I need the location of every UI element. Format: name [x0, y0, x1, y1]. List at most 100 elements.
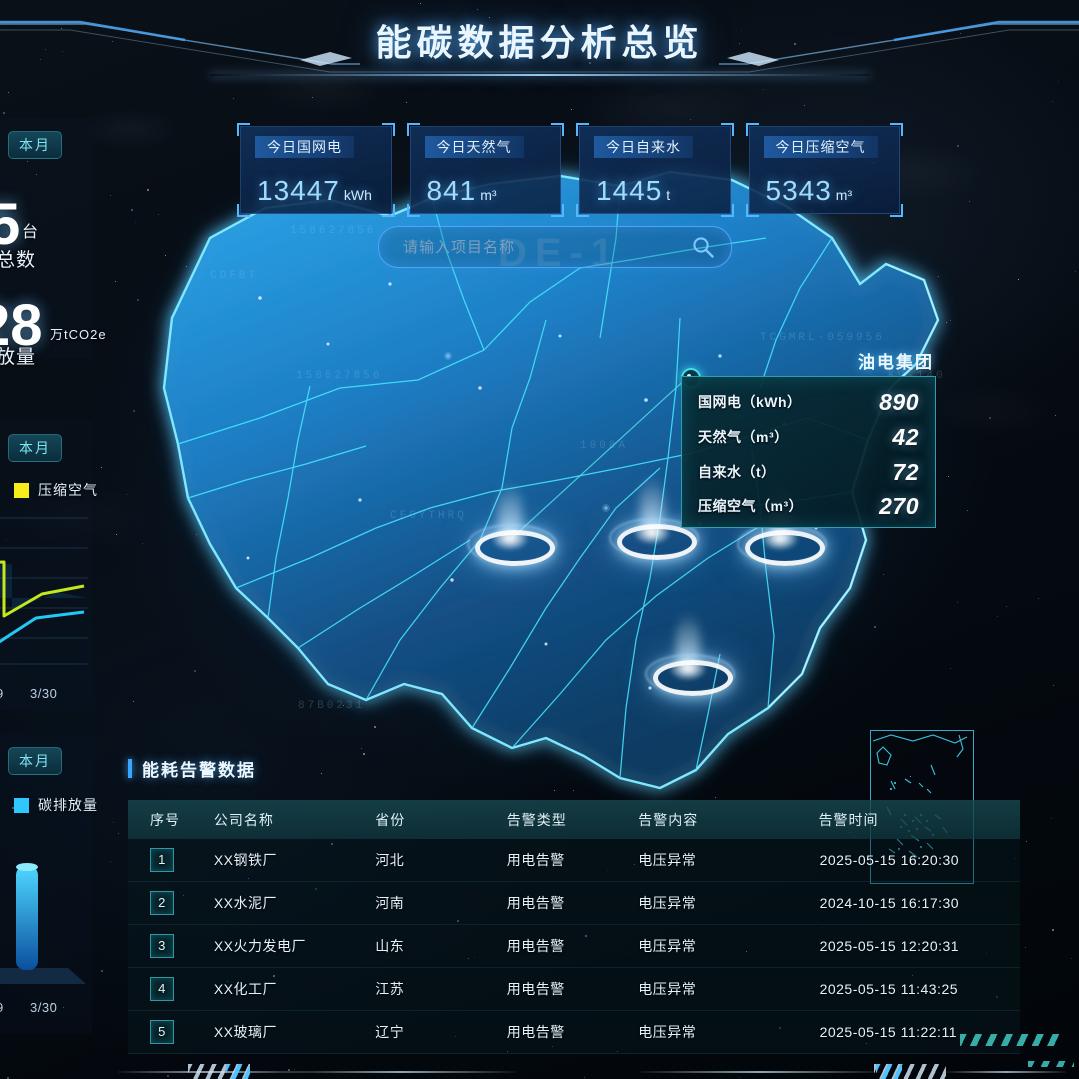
- search-input[interactable]: [401, 227, 683, 267]
- svg-text:158627856: 158627856: [290, 225, 376, 237]
- tooltip-value: 42: [892, 424, 919, 451]
- cell-content: 电压异常: [637, 839, 818, 882]
- row-index-badge: 1: [150, 848, 174, 872]
- cell-company: XX玻璃厂: [213, 1011, 374, 1054]
- kpi-label: 今日天然气: [425, 136, 524, 158]
- tooltip-value: 890: [879, 389, 919, 416]
- cell-type: 用电告警: [506, 839, 638, 882]
- tooltip-row: 天然气（m³） 42: [698, 422, 919, 452]
- site-detail-tooltip: 国网电（kWh） 890 天然气（m³） 42 自来水（t） 72 压缩空气（m…: [681, 376, 936, 528]
- svg-text:158627856: 158627856: [296, 370, 382, 382]
- kpi-card-natural-gas[interactable]: 今日天然气 841 m³: [410, 126, 562, 214]
- period-chip-bar-chart[interactable]: 本月: [8, 747, 62, 775]
- col-header-type[interactable]: 告警类型: [506, 800, 638, 839]
- tooltip-key: 国网电（kWh）: [698, 392, 802, 412]
- svg-text:TCGMRL-059956: TCGMRL-059956: [760, 332, 885, 344]
- kpi-number: 5343: [766, 175, 832, 206]
- col-header-time[interactable]: 告警时间: [819, 800, 1020, 839]
- alarm-table[interactable]: 序号 公司名称 省份 告警类型 告警内容 告警时间 1 XX钢铁厂 河北 用电告…: [128, 800, 1020, 1054]
- dashboard-root: 158627856 158627856 CDFBT CFGYTHRQ TCGMR…: [0, 0, 1079, 1079]
- bar-axis-tick-1: 3/30: [30, 1000, 57, 1015]
- kpi-value: 5343 m³: [766, 175, 853, 207]
- cell-province: 河北: [374, 839, 506, 882]
- cell-content: 电压异常: [637, 1011, 818, 1054]
- legend-swatch-compressed-air: [14, 483, 29, 498]
- marker-core: [492, 528, 528, 550]
- stat-unit-devices: 台: [22, 218, 39, 242]
- title-accent-bar: [128, 759, 132, 778]
- table-row[interactable]: 2 XX水泥厂 河南 用电告警 电压异常 2024-10-15 16:17:30: [128, 882, 1020, 925]
- svg-text:CDFBT: CDFBT: [210, 270, 258, 282]
- kpi-number: 1445: [596, 175, 662, 206]
- cell-company: XX化工厂: [213, 968, 374, 1011]
- tooltip-key: 天然气（m³）: [698, 427, 789, 447]
- line-chart-legend[interactable]: 压缩空气: [14, 480, 98, 500]
- stat-unit-carbon: 万tCO2e: [50, 324, 107, 343]
- kpi-number: 13447: [257, 175, 340, 206]
- cell-content: 电压异常: [637, 968, 818, 1011]
- table-row[interactable]: 5 XX玻璃厂 辽宁 用电告警 电压异常 2025-05-15 11:22:11: [128, 1011, 1020, 1054]
- legend-label-compressed-air: 压缩空气: [38, 480, 98, 500]
- cell-time: 2025-05-15 16:20:30: [819, 839, 1020, 882]
- cell-company: XX火力发电厂: [213, 925, 374, 968]
- cell-type: 用电告警: [506, 925, 638, 968]
- line-axis-tick-0: 9: [0, 686, 4, 701]
- tooltip-title: 油电集团: [681, 348, 934, 373]
- alarm-table-section: 能耗告警数据 序号 公司名称 省份 告警类型 告警内容 告警时间 1 XX钢铁厂…: [128, 756, 1020, 1046]
- row-index-badge: 4: [150, 977, 174, 1001]
- kpi-value: 1445 t: [596, 175, 670, 207]
- tooltip-value: 72: [892, 459, 919, 486]
- stat-caption-devices: 总数: [0, 245, 36, 272]
- kpi-unit: m³: [480, 187, 496, 203]
- alarm-table-title: 能耗告警数据: [128, 756, 256, 780]
- cell-index: 4: [128, 968, 213, 1011]
- kpi-value: 13447 kWh: [257, 175, 372, 207]
- line-axis-tick-1: 3/30: [30, 686, 57, 701]
- period-chip-devices[interactable]: 本月: [8, 131, 62, 159]
- alarm-table-body: 1 XX钢铁厂 河北 用电告警 电压异常 2025-05-15 16:20:30…: [128, 839, 1020, 1054]
- col-header-index[interactable]: 序号: [128, 800, 213, 839]
- search-icon[interactable]: [691, 235, 715, 259]
- page-title: 能碳数据分析总览: [0, 14, 1079, 66]
- kpi-label: 今日自来水: [594, 136, 693, 158]
- cell-time: 2025-05-15 11:22:11: [819, 1011, 1020, 1054]
- table-row[interactable]: 3 XX火力发电厂 山东 用电告警 电压异常 2025-05-15 12:20:…: [128, 925, 1020, 968]
- marker-south[interactable]: [645, 636, 731, 700]
- cell-province: 江苏: [374, 968, 506, 1011]
- kpi-card-tap-water[interactable]: 今日自来水 1445 t: [579, 126, 731, 214]
- svg-text:1008A: 1008A: [580, 440, 628, 452]
- alarm-table-head: 序号 公司名称 省份 告警类型 告警内容 告警时间: [128, 800, 1020, 839]
- col-header-company[interactable]: 公司名称: [213, 800, 374, 839]
- bar-chart[interactable]: [0, 820, 88, 1002]
- bar-axis-tick-0: 9: [0, 1000, 4, 1015]
- kpi-card-grid-power[interactable]: 今日国网电 13447 kWh: [240, 126, 392, 214]
- marker-core: [634, 522, 670, 544]
- period-chip-line-chart[interactable]: 本月: [8, 434, 62, 462]
- legend-swatch-carbon: [14, 798, 29, 813]
- cell-province: 河南: [374, 882, 506, 925]
- marker-core: [762, 528, 798, 550]
- kpi-card-compressed-air[interactable]: 今日压缩空气 5343 m³: [749, 126, 901, 214]
- tooltip-key: 自来水（t）: [698, 462, 776, 482]
- project-search-bar[interactable]: [378, 226, 732, 268]
- cell-type: 用电告警: [506, 1011, 638, 1054]
- cell-time: 2025-05-15 11:43:25: [819, 968, 1020, 1011]
- bar-chart-legend[interactable]: 碳排放量: [14, 795, 98, 815]
- marker-north[interactable]: [467, 506, 553, 570]
- kpi-label: 今日国网电: [255, 136, 354, 158]
- cell-company: XX水泥厂: [213, 882, 374, 925]
- table-row[interactable]: 4 XX化工厂 江苏 用电告警 电压异常 2025-05-15 11:43:25: [128, 968, 1020, 1011]
- title-underline: [210, 74, 870, 76]
- line-chart[interactable]: [0, 506, 88, 666]
- cell-type: 用电告警: [506, 968, 638, 1011]
- tooltip-row: 自来水（t） 72: [698, 457, 919, 487]
- tooltip-row: 国网电（kWh） 890: [698, 387, 919, 417]
- col-header-content[interactable]: 告警内容: [637, 800, 818, 839]
- table-row[interactable]: 1 XX钢铁厂 河北 用电告警 电压异常 2025-05-15 16:20:30: [128, 839, 1020, 882]
- cell-index: 5: [128, 1011, 213, 1054]
- tooltip-value: 270: [879, 493, 919, 520]
- col-header-province[interactable]: 省份: [374, 800, 506, 839]
- cell-type: 用电告警: [506, 882, 638, 925]
- svg-text:CFGYTHRQ: CFGYTHRQ: [390, 510, 467, 522]
- cell-index: 2: [128, 882, 213, 925]
